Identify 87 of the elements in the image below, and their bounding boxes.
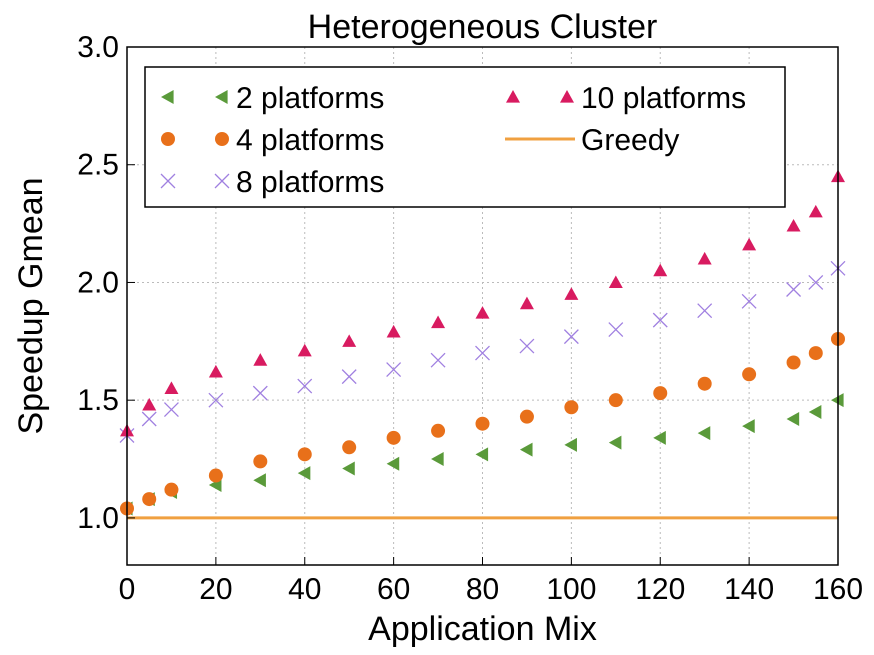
- y-tick-label: 2.0: [77, 266, 119, 300]
- point: [653, 430, 666, 445]
- point: [808, 274, 824, 290]
- point: [653, 264, 668, 276]
- point: [808, 204, 823, 218]
- point: [298, 447, 312, 462]
- point: [698, 426, 710, 440]
- point: [608, 393, 623, 408]
- y-tick-label: 1.0: [77, 502, 119, 535]
- x-tick-label: 20: [199, 573, 233, 606]
- point: [520, 296, 534, 310]
- point: [253, 353, 268, 366]
- legend-label: Greedy: [581, 124, 680, 157]
- point: [564, 400, 578, 414]
- x-tick-label: 120: [635, 573, 686, 606]
- legend-label: 8 platforms: [236, 166, 384, 199]
- point: [786, 218, 801, 232]
- chart-title: Heterogeneous Cluster: [308, 8, 658, 46]
- point: [698, 252, 712, 265]
- point: [742, 419, 755, 434]
- point: [476, 306, 490, 319]
- point: [608, 436, 622, 450]
- x-axis-title: Application Mix: [368, 610, 597, 648]
- point: [386, 456, 400, 471]
- point: [697, 303, 712, 318]
- x-tick-label: 60: [376, 573, 410, 606]
- point: [142, 398, 156, 410]
- point: [297, 378, 312, 394]
- point: [786, 282, 802, 298]
- point: [142, 411, 157, 427]
- point: [608, 275, 623, 288]
- point: [298, 466, 310, 480]
- point: [653, 386, 668, 400]
- point: [386, 362, 402, 378]
- point: [652, 312, 668, 328]
- x-tick-label: 0: [118, 573, 136, 606]
- point: [741, 294, 757, 309]
- point: [386, 324, 401, 338]
- point: [208, 392, 224, 408]
- point: [786, 356, 801, 370]
- y-tick-label: 3.0: [77, 31, 119, 64]
- point: [342, 334, 356, 347]
- point: [253, 454, 268, 468]
- point: [431, 315, 446, 328]
- point: [520, 442, 533, 457]
- point: [342, 440, 356, 454]
- point: [808, 404, 822, 419]
- point: [608, 322, 624, 338]
- point: [342, 368, 357, 384]
- legend-label: 2 platforms: [236, 82, 384, 115]
- point: [474, 345, 490, 361]
- y-axis-title: Speedup Gmean: [12, 177, 50, 435]
- point: [342, 461, 355, 476]
- point: [564, 287, 578, 300]
- legend-label: 10 platforms: [581, 82, 746, 115]
- point: [208, 364, 223, 378]
- y-tick-label: 2.5: [77, 148, 119, 182]
- x-tick-label: 160: [812, 573, 864, 606]
- x-tick-label: 140: [724, 573, 774, 606]
- point: [386, 430, 401, 445]
- point: [298, 344, 312, 356]
- point: [431, 452, 444, 466]
- point: [742, 238, 756, 250]
- point: [208, 468, 223, 483]
- x-tick-label: 80: [466, 573, 500, 606]
- point: [830, 260, 846, 276]
- point: [808, 346, 823, 360]
- point: [476, 447, 488, 462]
- point: [119, 428, 135, 444]
- point: [564, 328, 580, 344]
- legend-label: 4 platforms: [236, 124, 384, 157]
- point: [564, 438, 577, 452]
- point: [476, 416, 490, 431]
- point: [164, 381, 178, 394]
- point: [253, 473, 266, 488]
- point: [742, 367, 756, 382]
- x-tick-label: 100: [546, 573, 596, 606]
- point: [430, 352, 446, 368]
- point: [252, 385, 268, 401]
- point: [164, 402, 180, 418]
- point: [520, 410, 534, 424]
- x-tick-label: 40: [288, 573, 322, 606]
- y-tick-label: 1.5: [77, 384, 119, 418]
- point: [519, 338, 535, 354]
- point: [431, 424, 446, 438]
- point: [698, 376, 712, 391]
- point: [786, 412, 800, 426]
